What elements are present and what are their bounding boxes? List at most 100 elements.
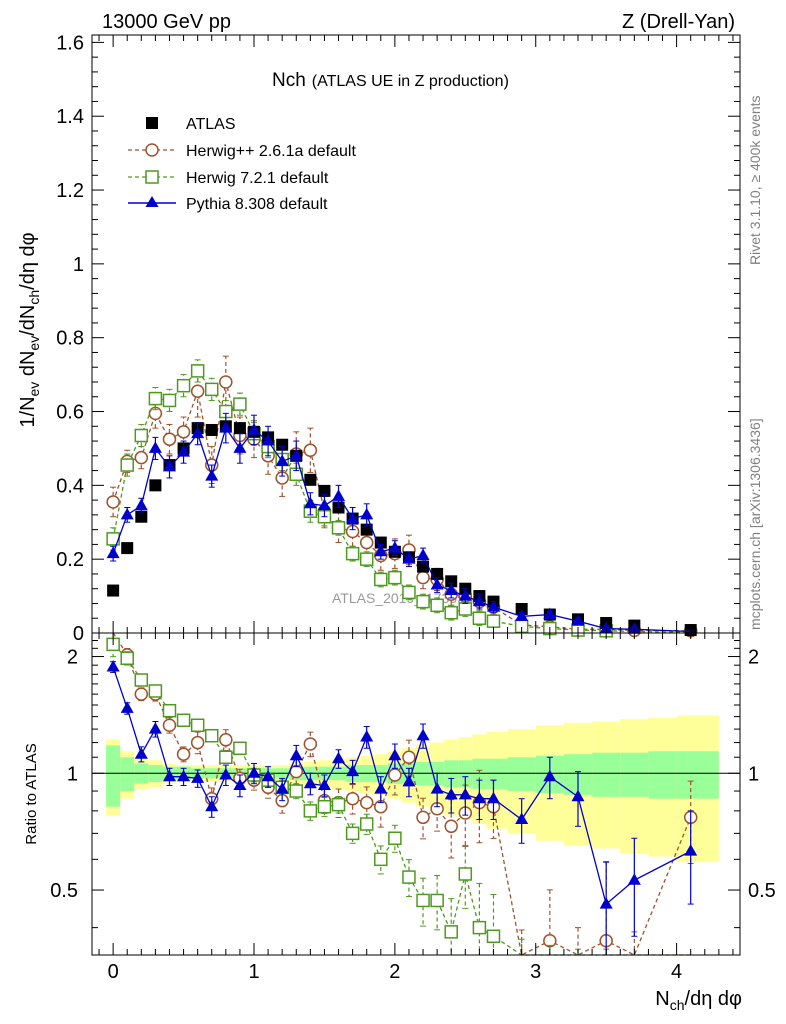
ratio-y-axis-label: Ratio to ATLAS [23,743,40,844]
pythia-point [360,507,374,520]
pythia-point [430,578,444,590]
ratio-tick-label-left: 2 [67,647,78,669]
pythia-point [148,441,162,453]
herwig7-point [345,546,360,561]
pythia-ratio-line [112,666,691,906]
ratio-band-inner [676,751,719,799]
legend-herwigpp-marker [145,143,159,157]
herwigpp-ratio-point [303,737,318,751]
pythia-point [472,594,486,607]
herwigpp-ratio-point [219,733,233,747]
herwig7-point [331,521,346,535]
herwigpp-ratio-point [190,735,205,750]
pythia-ratio-point [275,782,289,794]
ratio-band-inner [592,752,621,797]
herwigpp-point [106,495,120,509]
pythia-ratio-point [388,748,402,761]
pythia-point [233,441,247,453]
herwig7-point [374,572,388,587]
atlas-point [360,523,373,536]
pythia-point [205,469,219,481]
ratio-tick-label-right: 0.5 [748,880,776,902]
pythia-ratio-point [303,776,317,789]
herwigpp-point [162,432,177,446]
pythia-ratio-point [627,873,641,885]
herwig7-ratio-point [402,870,416,884]
legend-herwigpp-label: Herwig++ 2.6.1a default [186,143,356,160]
pythia-ratio-point [458,787,472,800]
atlas-point [205,423,218,436]
legend-herwig7-marker [145,170,159,184]
ratio-tick-label-left: 1 [67,763,78,785]
atlas-point [515,603,528,616]
herwig7-point [444,605,458,620]
pythia-ratio-point [684,844,698,856]
herwig7-point [190,364,205,378]
herwig7-point [134,428,149,443]
herwigpp-ratio-point [444,819,458,834]
pythia-point [120,507,134,520]
pythia-ratio-point [289,748,303,761]
herwigpp-point [359,535,374,550]
herwigpp-ratio-point [176,747,191,761]
pythia-ratio-point [219,767,233,780]
pythia-point [346,511,360,524]
pythia-ratio-point [374,782,388,794]
herwigpp-point [190,384,205,398]
pythia-point [388,541,402,553]
ratio-plot: 0 1 2 3 4 0.5 0.5 1 1 2 2 [50,632,776,983]
herwig7-ratio-point [190,718,205,733]
atlas-point [149,479,162,492]
herwig7-ratio-point [430,893,444,908]
pythia-ratio-point [472,791,486,804]
legend-atlas-marker [146,117,158,129]
legend-atlas-label: ATLAS [186,116,236,133]
ratio-tick-label-right: 2 [748,647,759,669]
herwig7-ratio-point [444,925,458,939]
herwig7-point [486,614,501,628]
y-tick-label: 0.4 [56,475,84,497]
atlas-point [318,484,331,497]
pythia-ratio-point [416,728,430,741]
herwig7-ratio-point [458,867,473,881]
x-tick-label: 0 [108,961,119,983]
y-tick-label: 1.2 [56,180,84,202]
atlas-point [233,422,246,435]
pythia-ratio-point [191,771,205,783]
pythia-ratio-point [261,769,275,782]
pythia-point [486,600,500,612]
rivet-label: Rivet 3.1.10, ≥ 400k events [747,95,763,265]
pythia-point [134,498,148,511]
herwig7-point [162,393,177,408]
herwig7-ratio-point [134,673,149,687]
atlas-point [417,560,430,573]
herwigpp-ratio-point [289,764,304,779]
herwigpp-point [176,425,191,439]
x-tick-label: 4 [671,961,682,983]
herwig7-ratio-point [345,826,360,841]
ratio-band-inner [648,751,677,799]
pythia-point [219,421,233,433]
herwig7-point [120,458,134,472]
pythia-ratio-point [134,747,148,759]
herwig7-point [359,552,374,566]
legend: ATLAS Herwig++ 2.6.1a default Herwig 7.2… [128,116,356,213]
pythia-point [317,498,331,511]
pythia-ratio-point [430,782,444,794]
pythia-ratio-point [106,659,120,672]
ratio-band-inner [458,760,473,788]
herwig7-line [112,369,691,633]
pythia-ratio-point [162,769,176,782]
y-tick-label: 1.4 [56,106,84,128]
pythia-ratio-point [148,722,162,734]
y-tick-label: 0.2 [56,549,84,571]
herwig7-point [458,602,473,616]
herwig7-ratio-point [388,831,402,845]
pythia-ratio-point [247,766,261,778]
pythia-ratio-point [444,787,458,800]
atlas-point [276,438,289,451]
pythia-point [261,434,275,446]
plot-title: Nch (ATLAS UE in Z production) [272,70,509,91]
pythia-ratio-point [332,751,346,764]
herwigpp-ratio-point [134,687,149,701]
